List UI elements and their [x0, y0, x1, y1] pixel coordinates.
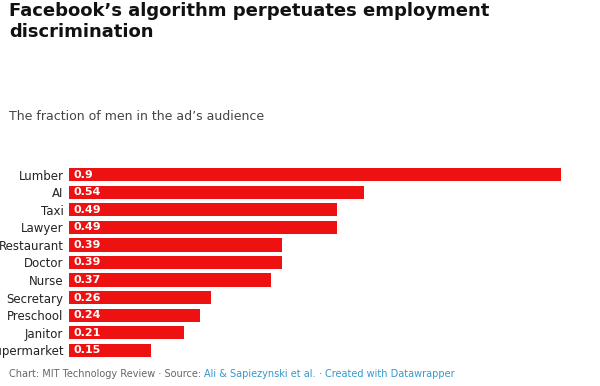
Bar — [69, 344, 151, 357]
Text: 0.24: 0.24 — [73, 310, 101, 320]
Bar — [69, 238, 282, 252]
Bar — [69, 256, 282, 269]
Text: Ali & Sapiezynski et al.: Ali & Sapiezynski et al. — [204, 369, 316, 379]
Text: Chart: MIT Technology Review · Source:: Chart: MIT Technology Review · Source: — [9, 369, 204, 379]
Text: 0.39: 0.39 — [73, 240, 101, 250]
Text: Facebook’s algorithm perpetuates employment
discrimination: Facebook’s algorithm perpetuates employm… — [9, 2, 490, 41]
Text: Created with Datawrapper: Created with Datawrapper — [325, 369, 455, 379]
Text: 0.37: 0.37 — [73, 275, 101, 285]
Text: 0.49: 0.49 — [73, 222, 101, 232]
Text: 0.49: 0.49 — [73, 205, 101, 215]
Text: ·: · — [316, 369, 325, 379]
Bar — [69, 308, 200, 322]
Text: 0.54: 0.54 — [73, 187, 101, 197]
Text: 0.9: 0.9 — [73, 170, 93, 180]
Bar — [69, 186, 364, 199]
Bar — [69, 273, 271, 286]
Bar — [69, 291, 211, 304]
Text: 0.15: 0.15 — [73, 345, 101, 355]
Text: 0.39: 0.39 — [73, 257, 101, 267]
Text: The fraction of men in the ad’s audience: The fraction of men in the ad’s audience — [9, 110, 264, 123]
Text: 0.21: 0.21 — [73, 328, 101, 338]
Text: 0.26: 0.26 — [73, 293, 101, 303]
Bar — [69, 168, 561, 181]
Bar — [69, 203, 337, 217]
Bar — [69, 326, 184, 339]
Bar — [69, 221, 337, 234]
